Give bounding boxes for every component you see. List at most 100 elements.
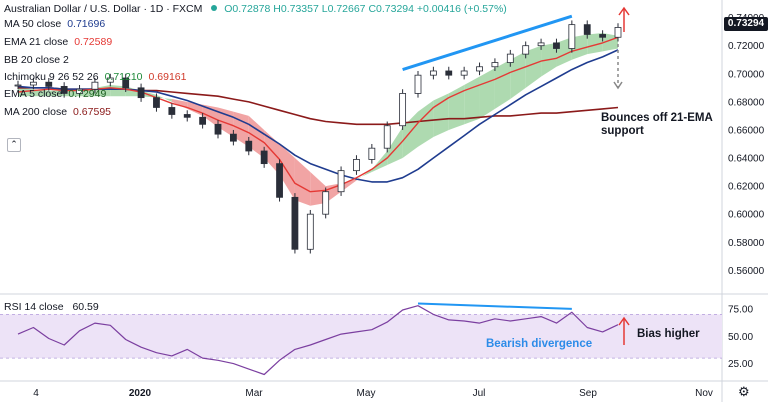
indicator-row: Ichimoku 9 26 52 26 0.71210 0.69161 bbox=[4, 71, 187, 83]
price-tick-label: 0.62000 bbox=[728, 182, 765, 193]
cloud-segment-green bbox=[494, 59, 511, 109]
cloud-segment-green bbox=[571, 34, 588, 60]
price-tick-label: 0.70000 bbox=[728, 69, 765, 80]
chart-title: Australian Dollar / U.S. Dollar · 1D · F… bbox=[4, 3, 507, 15]
candle-body bbox=[353, 159, 360, 172]
time-tick-label: 2020 bbox=[129, 388, 152, 399]
candle-body bbox=[522, 45, 530, 55]
candle-body bbox=[537, 42, 545, 47]
candle-body bbox=[76, 88, 83, 94]
candle-body bbox=[506, 53, 514, 63]
indicator-label: BB 20 close 2 bbox=[4, 54, 69, 66]
candle-body bbox=[429, 70, 437, 76]
cloud-segment-red bbox=[310, 172, 326, 206]
candle-body bbox=[137, 87, 145, 99]
bias-note: Bias higher bbox=[637, 328, 700, 340]
rsi-line bbox=[17, 305, 619, 376]
candle-body bbox=[553, 42, 560, 49]
indicator-value: 0.72589 bbox=[74, 36, 113, 48]
candle-body bbox=[322, 191, 330, 215]
candle-body bbox=[245, 140, 253, 152]
indicator-value: 0.71210 bbox=[104, 71, 143, 83]
cloud-segment-green bbox=[48, 90, 65, 97]
cloud-segment-green bbox=[602, 33, 618, 52]
indicator-row: EMA 21 close 0.72589 bbox=[4, 36, 112, 48]
candle-body bbox=[199, 116, 207, 125]
rsi-label: RSI 14 close bbox=[4, 301, 64, 313]
indicator-label: MA 200 close bbox=[4, 106, 68, 118]
price-tick-label: 0.58000 bbox=[728, 238, 765, 249]
indicator-label: Ichimoku 9 26 52 26 bbox=[4, 71, 99, 83]
rsi-tick-label: 25.00 bbox=[728, 359, 753, 370]
candle-body bbox=[29, 81, 37, 86]
indicator-row: MA 50 close 0.71696 bbox=[4, 18, 105, 30]
candle-body bbox=[599, 34, 607, 38]
cloud-segment-green bbox=[418, 100, 434, 147]
cloud-segment-green bbox=[479, 68, 495, 119]
candle-body bbox=[291, 196, 299, 250]
candle-body bbox=[568, 24, 576, 49]
candle-body bbox=[383, 125, 391, 149]
time-tick-label: May bbox=[357, 388, 376, 399]
cloud-segment-green bbox=[525, 45, 542, 88]
time-tick-label: 4 bbox=[33, 388, 39, 399]
candle-body bbox=[306, 213, 314, 250]
cloud-segment-green bbox=[587, 33, 603, 55]
rsi-band bbox=[0, 314, 722, 359]
bounce-note-line1: Bounces off 21-EMA bbox=[601, 112, 713, 124]
time-tick-label: Mar bbox=[245, 388, 263, 399]
cloud-segment-green bbox=[387, 127, 403, 166]
candle-body bbox=[14, 84, 22, 87]
settings-gear-icon[interactable]: ⚙ bbox=[738, 384, 750, 399]
indicator-value: 0.67595 bbox=[73, 106, 112, 118]
rsi-bullish-arrow-icon-head bbox=[618, 316, 630, 326]
candle-body bbox=[460, 70, 468, 76]
candle-body bbox=[445, 70, 453, 76]
candle-body bbox=[491, 62, 499, 68]
time-tick-label: Nov bbox=[695, 388, 713, 399]
price-tick-label: 0.60000 bbox=[728, 210, 765, 221]
cloud-segment-green bbox=[433, 93, 449, 137]
indicator-value: 0.72949 bbox=[68, 88, 107, 100]
candle-body bbox=[183, 114, 191, 118]
candle-body bbox=[476, 66, 483, 72]
cloud-segment-green bbox=[18, 87, 34, 97]
rsi-value: 60.59 bbox=[72, 301, 99, 313]
candle-body bbox=[229, 133, 237, 142]
candle-body bbox=[414, 74, 422, 94]
candle-body bbox=[168, 107, 176, 115]
symbol-title: Australian Dollar / U.S. Dollar · 1D · F… bbox=[4, 3, 203, 15]
time-tick-label: Jul bbox=[473, 388, 486, 399]
candle-body bbox=[214, 123, 222, 135]
indicator-label: MA 50 close bbox=[4, 18, 62, 30]
price-tick-label: 0.72000 bbox=[728, 41, 765, 52]
price-tick-label: 0.68000 bbox=[728, 97, 765, 108]
price-tick-label: 0.64000 bbox=[728, 154, 765, 165]
rsi-header: RSI 14 close 60.59 bbox=[4, 301, 99, 313]
candle-body bbox=[276, 163, 283, 198]
candle-body bbox=[60, 86, 68, 94]
live-dot-icon bbox=[211, 5, 218, 11]
cloud-segment-red bbox=[294, 158, 311, 206]
cloud-segment-green bbox=[33, 89, 49, 97]
indicator-label: EMA 5 close bbox=[4, 88, 63, 100]
collapse-icon[interactable]: ⌃ bbox=[7, 138, 21, 152]
candle-body bbox=[614, 27, 622, 38]
candle-body bbox=[337, 170, 345, 193]
indicator-value-2: 0.69161 bbox=[148, 71, 187, 83]
bounce-note-line2: support bbox=[601, 125, 644, 137]
candle-body bbox=[260, 150, 268, 165]
cloud-segment-green bbox=[556, 37, 572, 67]
candle-body bbox=[399, 93, 407, 127]
candle-body bbox=[583, 24, 591, 35]
price-trendline bbox=[402, 14, 573, 71]
candle-body bbox=[153, 97, 160, 108]
indicator-row: MA 200 close 0.67595 bbox=[4, 106, 111, 118]
indicator-label: EMA 21 close bbox=[4, 36, 69, 48]
price-tick-label: 0.56000 bbox=[728, 266, 765, 277]
bullish-arrow-icon-head bbox=[618, 6, 630, 16]
indicator-value: 0.71696 bbox=[67, 18, 106, 30]
ema21-line bbox=[17, 36, 619, 193]
indicator-row: BB 20 close 2 bbox=[4, 54, 69, 66]
